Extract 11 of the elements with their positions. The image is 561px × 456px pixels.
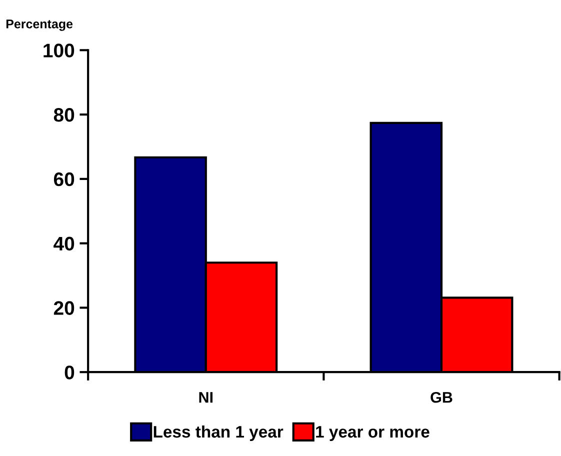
y-tick-label: 40 bbox=[54, 236, 74, 251]
x-tick-label: NI bbox=[199, 392, 213, 403]
y-tick-label: 80 bbox=[54, 108, 74, 122]
y-tick-label: 20 bbox=[54, 301, 74, 315]
y-axis-title: Percentage bbox=[6, 20, 73, 31]
legend-label: 1 year or more bbox=[316, 426, 430, 441]
legend-label: Less than 1 year bbox=[154, 425, 284, 441]
y-tick-label: 60 bbox=[54, 172, 74, 186]
y-tick-label: 100 bbox=[44, 44, 74, 58]
y-tick-label: 0 bbox=[64, 366, 74, 380]
x-tick-label: GB bbox=[430, 392, 452, 403]
